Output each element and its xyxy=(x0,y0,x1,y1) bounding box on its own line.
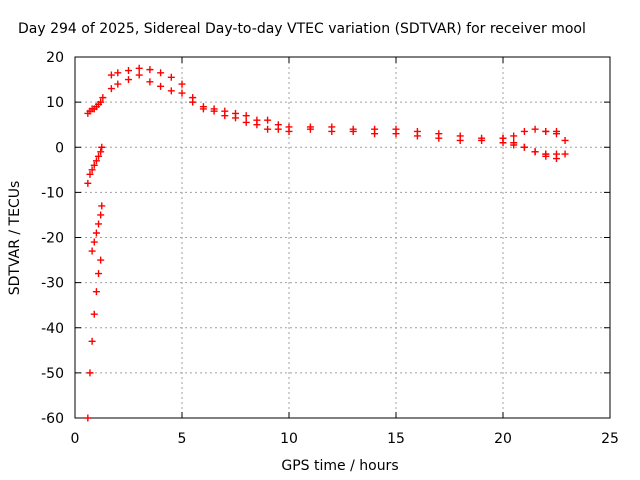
data-point xyxy=(178,80,186,88)
data-point xyxy=(232,114,239,122)
data-point xyxy=(98,202,106,210)
data-point xyxy=(371,130,379,138)
data-point xyxy=(306,125,314,133)
y-tick-label: 0 xyxy=(55,140,64,156)
data-point xyxy=(95,152,103,160)
data-point xyxy=(146,66,154,74)
y-tick-label: -30 xyxy=(41,276,64,292)
data-point xyxy=(157,82,165,90)
data-point xyxy=(349,127,357,135)
y-tick-label: -50 xyxy=(41,366,64,382)
data-point xyxy=(92,157,100,165)
data-point xyxy=(86,170,94,178)
data-point xyxy=(95,270,103,278)
data-point xyxy=(107,85,115,93)
y-tick-label: -10 xyxy=(41,185,64,201)
data-point xyxy=(264,125,272,133)
data-point xyxy=(135,64,143,72)
data-point xyxy=(199,105,207,113)
data-point xyxy=(510,139,518,147)
data-point xyxy=(88,166,96,174)
data-point xyxy=(542,150,550,158)
chart-title: Day 294 of 2025, Sidereal Day-to-day VTE… xyxy=(18,21,586,37)
x-tick-label: 25 xyxy=(601,431,619,447)
data-point xyxy=(210,107,218,115)
data-point xyxy=(264,116,272,124)
data-point xyxy=(274,125,282,133)
x-tick-label: 20 xyxy=(494,431,512,447)
y-tick-label: -20 xyxy=(41,231,64,247)
data-point xyxy=(114,80,122,88)
data-point xyxy=(167,73,175,81)
axis-ticks xyxy=(74,56,611,419)
x-tick-label: 10 xyxy=(280,431,298,447)
data-point xyxy=(542,127,550,135)
data-point xyxy=(92,288,100,296)
y-axis-label: SDTVAR / TECUs xyxy=(7,181,23,296)
data-point xyxy=(285,127,293,135)
x-tick-label: 15 xyxy=(387,431,405,447)
y-tick-label: 20 xyxy=(46,50,64,66)
data-point xyxy=(157,69,165,77)
x-tick-label: 5 xyxy=(178,431,187,447)
data-point xyxy=(95,220,103,228)
x-axis-label: GPS time / hours xyxy=(281,458,398,474)
y-tick-label: -40 xyxy=(41,321,64,337)
data-point xyxy=(114,69,122,77)
data-point xyxy=(531,148,539,156)
data-point xyxy=(167,87,175,95)
data-point xyxy=(520,143,528,151)
data-point xyxy=(88,337,96,345)
data-markers xyxy=(84,64,569,422)
data-point xyxy=(90,310,98,318)
data-point xyxy=(499,134,507,142)
y-tick-label: 10 xyxy=(46,95,64,111)
data-point xyxy=(98,143,106,151)
data-point xyxy=(178,89,186,97)
data-point xyxy=(86,369,94,377)
x-axis-tick-labels: 0 5 10 15 20 25 xyxy=(71,431,619,447)
data-point xyxy=(146,78,154,86)
data-point xyxy=(456,136,464,144)
data-point xyxy=(520,127,528,135)
data-point xyxy=(84,179,92,187)
data-point xyxy=(435,134,443,142)
data-point xyxy=(221,112,229,120)
data-point xyxy=(242,118,250,126)
data-point xyxy=(107,71,115,79)
data-point xyxy=(242,112,250,120)
data-point xyxy=(253,121,261,129)
data-point xyxy=(561,150,569,158)
data-point xyxy=(92,229,100,237)
y-tick-label: -60 xyxy=(41,411,64,427)
data-point xyxy=(478,136,486,144)
data-point xyxy=(553,150,560,158)
data-point xyxy=(97,98,105,106)
data-point xyxy=(84,414,92,422)
data-point xyxy=(135,71,143,79)
data-point xyxy=(392,130,400,138)
data-point xyxy=(90,161,98,169)
data-point xyxy=(125,67,132,75)
data-point xyxy=(189,98,197,106)
data-point xyxy=(97,256,105,264)
data-point xyxy=(99,94,107,102)
data-point xyxy=(531,125,539,133)
y-axis-tick-labels: -60 -50 -40 -30 -20 -10 0 10 20 xyxy=(41,50,64,427)
data-point xyxy=(125,76,132,84)
data-point xyxy=(90,238,98,246)
data-point xyxy=(553,130,560,138)
grid xyxy=(75,57,610,418)
data-point xyxy=(328,127,336,135)
data-point xyxy=(88,247,96,255)
data-point xyxy=(413,132,421,140)
x-tick-label: 0 xyxy=(71,431,80,447)
data-point xyxy=(510,132,518,140)
data-point xyxy=(97,211,105,219)
data-point xyxy=(97,148,105,156)
data-point xyxy=(561,136,569,144)
